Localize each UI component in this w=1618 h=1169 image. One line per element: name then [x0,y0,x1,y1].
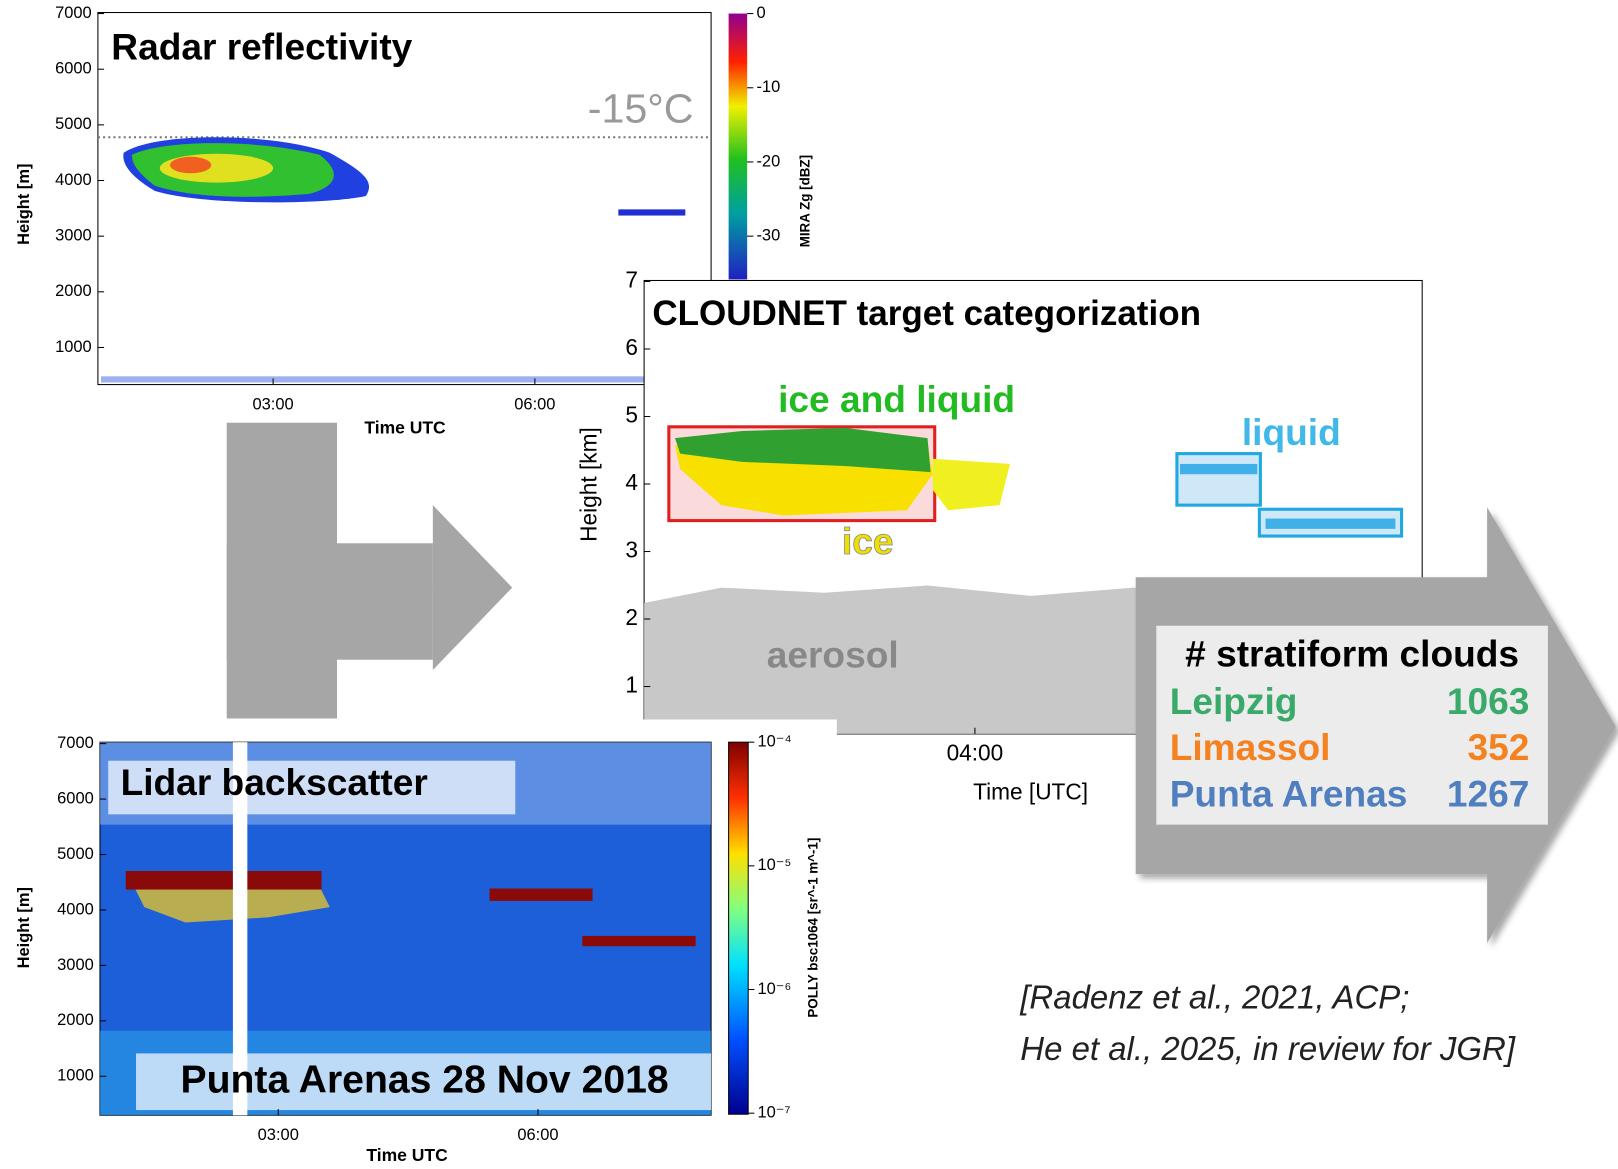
slide: Radar reflectivity -15°C Height [m] Time… [0,0,1618,1169]
y-axis-label: Height [m] [15,887,33,968]
lidar-cloud [490,889,593,901]
x-tick-label: 03:00 [258,1126,299,1144]
page: Radar reflectivity -15°C Height [m] Time… [0,0,1618,1169]
liquid-cloud [1180,464,1257,474]
citation-line: [Radenz et al., 2021, ACP; [1019,979,1409,1016]
cloud-count: 1063 [1447,680,1530,722]
x-tick-label: 03:00 [252,396,293,414]
y-tick-label: 1000 [57,1067,94,1085]
y-tick-label: 3 [625,537,638,563]
y-tick-label: 5000 [55,115,92,133]
colorbar-tick-label: 10⁻⁶ [757,980,791,998]
x-tick-label: 04:00 [947,740,1004,766]
cloud-count: 352 [1467,726,1529,768]
x-axis-label: Time UTC [364,418,446,438]
site-name: Limassol [1170,726,1331,768]
radar-echo [101,376,709,382]
y-tick-label: 6000 [55,60,92,78]
y-tick-label: 4000 [55,171,92,189]
y-tick-label: 7000 [55,4,92,22]
y-tick-label: 2 [625,604,638,630]
colorbar [729,742,749,1114]
citation-line: He et al., 2025, in review for JGR] [1020,1030,1516,1067]
liquid-cloud [1266,519,1396,529]
panel-title: CLOUDNET target categorization [652,294,1201,333]
colorbar-tick-label: -10 [756,78,780,96]
summary-box: # stratiform clouds Leipzig 1063 Limassol 3… [1156,626,1548,825]
cloud-count: 1267 [1447,773,1530,815]
class-label: ice and liquid [778,378,1015,420]
y-tick-label: 5000 [57,845,94,863]
y-tick-label: 3000 [55,227,92,245]
summary-title: # stratiform clouds [1185,632,1519,674]
colorbar-label: MIRA Zg [dBZ] [797,155,812,247]
colorbar-tick-label: -20 [756,152,780,170]
y-tick-label: 1 [625,672,638,698]
flow-arrow [227,423,512,719]
x-tick-label: 06:00 [514,396,555,414]
colorbar-tick-label: -30 [756,227,780,245]
y-tick-label: 7000 [57,734,94,752]
colorbar-tick-label: 10⁻⁴ [757,733,791,751]
y-tick-label: 1000 [55,338,92,356]
station-label: Punta Arenas 28 Nov 2018 [180,1059,668,1102]
y-tick-label: 4 [625,469,638,495]
y-tick-label: 2000 [57,1011,94,1029]
y-axis-label: Height [km] [576,427,602,542]
radar-echo [170,157,211,173]
y-tick-label: 6 [625,334,638,360]
lidar-cloud [582,936,695,946]
y-tick-label: 6000 [57,789,94,807]
class-label: liquid [1242,411,1341,453]
x-axis-label: Time UTC [366,1145,448,1165]
panel-title: Lidar backscatter [121,761,428,803]
colorbar-tick-label: 10⁻⁵ [757,856,791,874]
site-name: Punta Arenas [1170,773,1408,815]
panel-title: Radar reflectivity [111,25,412,67]
y-tick-label: 4000 [57,900,94,918]
annotation: -15°C [588,85,694,131]
y-tick-label: 3000 [57,956,94,974]
y-tick-label: 5 [625,402,638,428]
colorbar-tick-label: 10⁻⁷ [757,1104,790,1122]
lidar-panel: Lidar backscatter Punta Arenas 28 Nov 20… [0,720,837,1169]
citation: [Radenz et al., 2021, ACP; He et al., 202… [1019,979,1516,1068]
colorbar [729,14,748,280]
radar-axes [98,13,711,385]
liquid-box [1177,454,1260,506]
lidar-cloud [126,871,322,890]
x-axis-label: Time [UTC] [973,779,1088,805]
site-name: Leipzig [1170,680,1298,722]
y-axis-label: Height [m] [15,164,33,245]
radar-echo [618,209,685,215]
x-tick-label: 06:00 [517,1126,558,1144]
class-label: ice [842,520,894,562]
y-tick-label: 2000 [55,282,92,300]
y-tick-label: 7 [625,266,638,292]
colorbar-tick-label: 0 [756,4,765,22]
colorbar-label: POLLY bsc1064 [sr^-1 m^-1] [806,838,821,1018]
class-label: aerosol [767,633,899,675]
ice-region [933,459,1010,511]
